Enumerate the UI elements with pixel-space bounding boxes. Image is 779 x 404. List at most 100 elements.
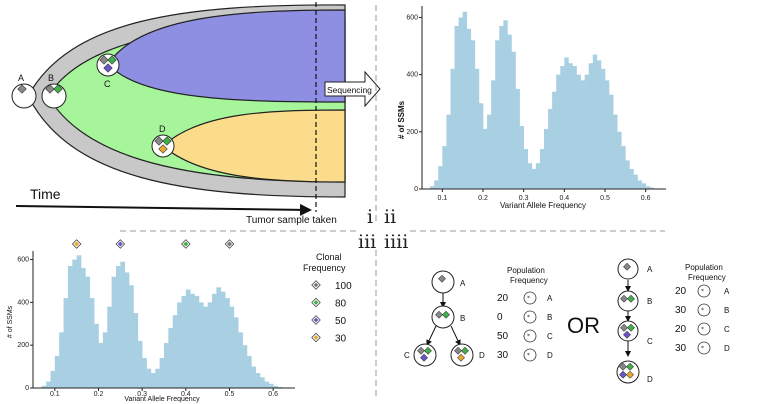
population-cell-icon: [523, 348, 537, 362]
histogram-bar: [637, 180, 642, 189]
histogram-bar: [229, 306, 235, 388]
x-tick-label: 0.3: [519, 195, 529, 202]
histogram-bar: [268, 383, 274, 388]
histogram-bar: [85, 276, 91, 388]
legend-value: 30: [335, 334, 347, 345]
histogram-bar: [487, 114, 492, 189]
or-label: OR: [567, 313, 600, 338]
histogram-bar: [454, 26, 459, 189]
histogram-bar: [59, 332, 64, 388]
legend-diamond: [313, 282, 319, 288]
tree1-node-d: D: [450, 343, 485, 367]
svg-text:C: C: [404, 351, 410, 360]
histogram-bar: [548, 108, 553, 189]
legend-diamond: [313, 317, 319, 323]
panel-label-i: i: [367, 206, 373, 228]
histogram-bar: [251, 366, 256, 388]
histogram-bar: [531, 168, 537, 189]
histogram-bar: [146, 368, 152, 388]
histogram-bar: [107, 306, 112, 388]
x-tick-label: 0.1: [437, 195, 447, 202]
histogram-bar: [63, 298, 69, 388]
histogram-bar: [98, 343, 104, 388]
histogram-bar: [621, 146, 626, 189]
clone-marker: [183, 241, 189, 247]
tree-2: A B C D Population Frequency 20 A 30 B 20 C 30…: [616, 258, 730, 384]
clone-c-label: C: [104, 79, 111, 89]
panel-dividers: [120, 5, 665, 400]
histogram-bar: [164, 343, 169, 388]
histogram-top: 0.1 0.2 0.3 0.4 0.5 0.6 0 200 400 600: [406, 6, 666, 202]
sample-taken-label: Tumor sample taken: [246, 215, 337, 226]
histogram-bar: [442, 146, 447, 189]
histogram-bar: [177, 302, 182, 389]
panel-label-iiii: iiii: [384, 231, 408, 253]
legend-value: 50: [335, 316, 347, 327]
histogram-bar: [613, 114, 618, 189]
histogram-bar: [600, 68, 606, 189]
tree1-node-a: A: [431, 270, 466, 294]
histogram-bar: [255, 373, 261, 388]
histogram-bar: [446, 114, 451, 189]
histogram-bar: [641, 183, 646, 189]
y-tick-label: 600: [17, 257, 29, 264]
histogram-bar: [277, 386, 283, 388]
tree2-node-a: A: [617, 258, 653, 280]
population-cell-icon: [697, 341, 711, 355]
histogram-bar: [190, 293, 195, 388]
histogram-bar: [458, 17, 463, 189]
clone-marker: [117, 241, 123, 247]
y-tick-label: 600: [406, 14, 418, 21]
legend-value: 80: [335, 299, 347, 310]
clone-c-cell: C: [96, 53, 120, 89]
histogram-bar: [137, 340, 143, 388]
population-label: D: [547, 351, 553, 360]
x-tick-label: 0.5: [225, 391, 235, 398]
legend-title-line1: Clonal: [316, 252, 342, 262]
histogram-bar: [605, 80, 610, 189]
population-cell-dot: [527, 295, 530, 299]
histogram-bar: [246, 355, 252, 388]
sequencing-label: Sequencing: [327, 85, 372, 95]
histogram-bar: [203, 306, 208, 388]
tree2-node-b: B: [617, 290, 652, 312]
population-value: 30: [675, 343, 687, 354]
histogram-bar: [225, 298, 230, 388]
clonal-frequency-legend: Clonal Frequency 100 80 50 30: [303, 252, 352, 345]
y-tick-label: 400: [17, 299, 29, 306]
population-value: 50: [497, 331, 509, 342]
histogram-bar: [150, 373, 156, 388]
histogram-bar: [172, 315, 178, 388]
histogram-bar: [466, 28, 472, 190]
histogram-bar: [81, 268, 86, 389]
histogram-bar: [67, 265, 73, 388]
histogram-bar: [507, 34, 512, 190]
population-cell-dot: [527, 314, 530, 318]
histogram-bar: [470, 40, 476, 190]
top-ylabel: # of SSMs: [397, 100, 406, 139]
svg-text:B: B: [460, 314, 465, 323]
histogram-bar: [495, 40, 500, 190]
time-arrow: [15, 203, 312, 216]
histogram-bar: [568, 63, 573, 189]
x-tick-label: 0.1: [50, 391, 60, 398]
histogram-bar: [511, 51, 516, 189]
svg-text:A: A: [460, 279, 466, 288]
tree2-node-d: D: [616, 360, 653, 384]
histogram-bar: [552, 91, 557, 189]
histogram-bar: [76, 255, 82, 388]
tree2-pop-title-2: Frequency: [688, 273, 726, 282]
histogram-bar: [617, 131, 622, 189]
histogram-bar: [41, 385, 47, 388]
histogram-bar: [515, 88, 520, 189]
svg-text:B: B: [647, 297, 652, 306]
population-cell-icon: [697, 303, 711, 317]
svg-text:A: A: [647, 265, 653, 274]
svg-text:D: D: [479, 351, 485, 360]
population-cell-icon: [523, 291, 537, 305]
histogram-bar: [168, 328, 174, 388]
top-xlabel: Variant Allele Frequency: [500, 201, 586, 210]
tree1-pop-title-1: Population: [507, 266, 545, 275]
histogram-bar: [483, 128, 488, 189]
y-tick-label: 400: [406, 72, 418, 79]
